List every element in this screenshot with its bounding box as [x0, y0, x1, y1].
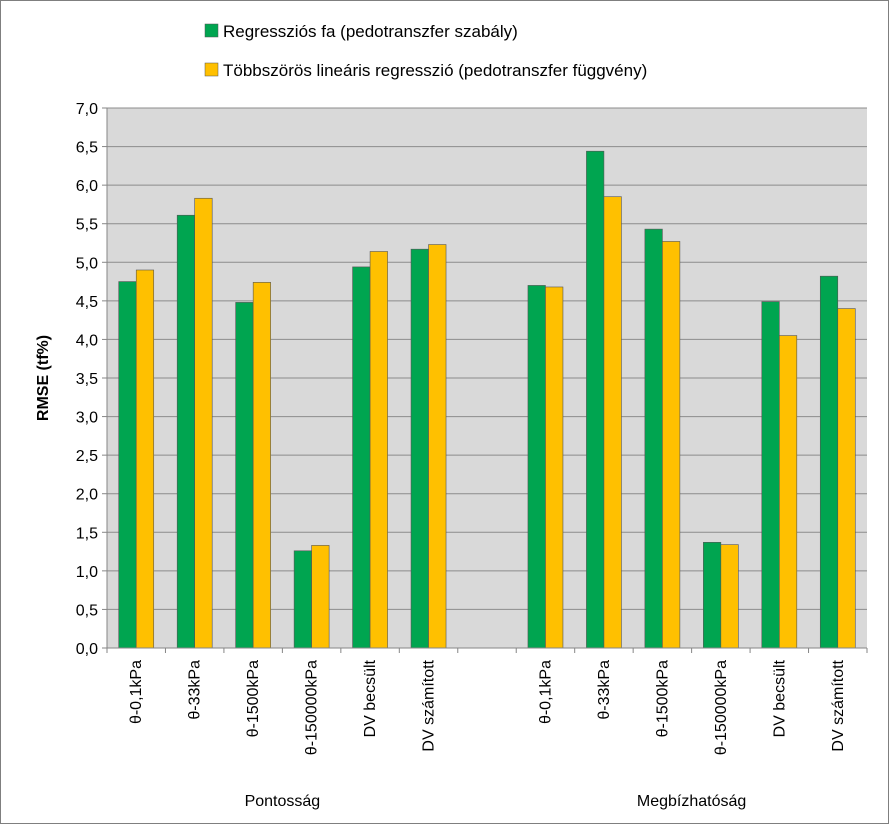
bar-series-1	[352, 266, 371, 649]
bar-series-1	[761, 301, 780, 649]
y-tick-label: 2,0	[76, 487, 98, 504]
bar-series-2	[135, 269, 155, 649]
x-category-label: θ-150000kPa	[713, 660, 730, 755]
x-group-label: Pontosság	[245, 793, 321, 810]
bar-series-2	[428, 244, 447, 649]
x-category-label: DV számított	[830, 659, 847, 751]
y-tick-label: 6,5	[76, 140, 98, 157]
x-category-label: θ-0,1kPa	[128, 660, 145, 724]
x-category-label: θ-33kPa	[596, 660, 613, 720]
bar-series-1	[527, 285, 546, 649]
y-tick-label: 1,5	[76, 525, 98, 542]
bar-series-2	[603, 196, 622, 649]
bar-series-1	[118, 281, 137, 649]
y-tick-label: 3,0	[76, 410, 98, 427]
bars	[118, 150, 856, 649]
x-category-label: θ-1500kPa	[654, 660, 671, 737]
bar-series-1	[235, 302, 254, 649]
x-category-label: θ-150000kPa	[304, 660, 321, 755]
y-tick-label: 5,5	[76, 217, 98, 234]
bar-series-1	[819, 275, 839, 649]
y-tick-label: 0,5	[76, 602, 98, 619]
bar-series-1	[703, 542, 722, 649]
bar-series-1	[176, 214, 195, 649]
legend-swatch-series-1	[204, 23, 219, 38]
x-category-label: DV becsült	[362, 659, 379, 737]
y-tick-label: 2,5	[76, 448, 98, 465]
x-category-label: θ-0,1kPa	[537, 660, 554, 724]
bar-series-1	[410, 248, 429, 649]
y-axis-label: RMSE (tf%)	[35, 335, 52, 421]
y-tick-label: 7,0	[76, 101, 98, 118]
y-tick-label: 0,0	[76, 641, 98, 658]
bar-series-2	[311, 545, 330, 649]
bar-series-2	[194, 197, 213, 649]
bar-series-2	[837, 308, 856, 649]
bar-series-2	[720, 544, 739, 649]
x-axis-groups: Pontosság Megbízhatóság	[245, 793, 747, 810]
bar-series-1	[644, 228, 663, 649]
bar-series-2	[779, 335, 798, 649]
legend: Regressziós fa (pedotranszfer szabály) T…	[204, 22, 647, 80]
y-axis-ticks: 0,0 0,5 1,0 1,5 2,0 2,5 3,0 3,5 4,0 4,5 5,0 5,5 6,0 6…	[76, 101, 867, 658]
x-group-label: Megbízhatóság	[637, 793, 746, 810]
legend-label-series-2: Többszörös lineáris regresszió (pedotran…	[223, 61, 647, 80]
x-category-label: DV becsült	[771, 659, 788, 737]
bar-series-2	[252, 282, 271, 649]
bar-series-1	[586, 150, 605, 649]
y-tick-label: 6,0	[76, 178, 98, 195]
x-category-label: θ-33kPa	[187, 660, 204, 720]
legend-swatch-series-2	[204, 62, 219, 77]
y-tick-label: 5,0	[76, 255, 98, 272]
x-category-label: DV számított	[421, 659, 438, 751]
gridlines	[107, 107, 867, 610]
x-axis-categories: θ-0,1kPa θ-33kPa θ-1500kPa θ-150000kPa DV be…	[106, 648, 868, 755]
bar-series-2	[662, 241, 681, 649]
y-tick-label: 4,5	[76, 294, 98, 311]
legend-label-series-1: Regressziós fa (pedotranszfer szabály)	[223, 22, 518, 41]
y-tick-label: 4,0	[76, 332, 98, 349]
bar-series-2	[545, 286, 564, 649]
bar-series-1	[293, 550, 312, 649]
bar-series-2	[369, 251, 388, 649]
x-category-label: θ-1500kPa	[245, 660, 262, 737]
y-tick-label: 1,0	[76, 564, 98, 581]
y-tick-label: 3,5	[76, 371, 98, 388]
